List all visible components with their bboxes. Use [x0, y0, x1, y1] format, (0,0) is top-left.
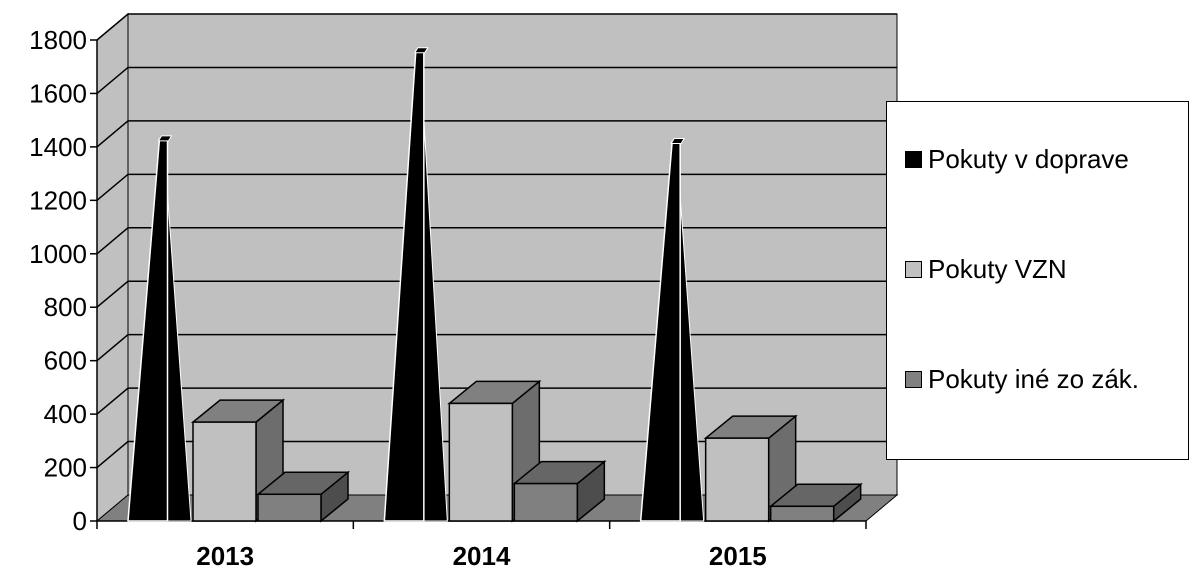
gridline [96, 66, 897, 95]
bar-front [769, 505, 835, 522]
gridline [96, 333, 897, 362]
legend-swatch-0 [905, 151, 922, 168]
gridline [96, 13, 897, 41]
gridlines [96, 13, 897, 469]
gridline [96, 173, 897, 201]
y-tick-label: 1400 [29, 132, 87, 162]
y-tick-label: 800 [44, 292, 87, 322]
x-axis-labels: 2013 2014 2015 [196, 541, 767, 571]
legend-item-0: Pokuty v doprave [905, 144, 1129, 175]
pyramid-top [670, 138, 686, 145]
bar-front [513, 482, 579, 522]
gridline [96, 120, 897, 148]
bar-0-2 [639, 138, 705, 522]
legend-label-2: Pokuty iné zo zák. [928, 364, 1139, 394]
gridline [96, 387, 897, 415]
gridline [96, 280, 897, 308]
y-tick-label: 200 [44, 453, 87, 483]
x-tick-label: 2014 [453, 541, 511, 571]
legend-swatch-2 [905, 371, 922, 388]
legend-swatch-1 [905, 261, 922, 278]
gridline [96, 227, 897, 255]
y-tick-label: 400 [44, 399, 87, 429]
bar-0-1 [383, 47, 448, 522]
bars [127, 47, 863, 523]
y-tick-label: 1200 [29, 185, 87, 215]
x-tick-label: 2013 [196, 541, 254, 571]
bar-2-2 [768, 482, 863, 523]
legend: Pokuty v doprave Pokuty VZN Pokuty iné z… [886, 101, 1189, 460]
bar-1-2 [703, 414, 798, 523]
bar-front [704, 437, 770, 522]
legend-item-1: Pokuty VZN [905, 254, 1067, 285]
legend-label-1: Pokuty VZN [928, 254, 1067, 284]
y-tick-label: 1800 [29, 25, 87, 55]
y-tick-label: 1600 [29, 78, 87, 108]
legend-label-0: Pokuty v doprave [928, 144, 1129, 174]
bar-0-0 [127, 135, 192, 522]
bar-2-1 [512, 460, 607, 523]
gridline [96, 440, 897, 469]
bar-front [192, 421, 257, 522]
y-tick-label: 0 [73, 506, 87, 536]
y-tick-label: 600 [44, 346, 87, 376]
x-tick-label: 2015 [709, 541, 767, 571]
legend-item-2: Pokuty iné zo zák. [905, 364, 1139, 395]
bar-1-1 [447, 379, 542, 523]
bar-front [257, 493, 322, 522]
bar-front [448, 402, 514, 522]
pyramid-top [157, 135, 173, 142]
bar-2-0 [255, 470, 351, 523]
y-axis-ticks: 0 200 400 600 800 1000 1200 1400 1600 1800 [29, 25, 97, 536]
y-tick-label: 1000 [29, 239, 87, 269]
pyramid-top [413, 47, 429, 54]
